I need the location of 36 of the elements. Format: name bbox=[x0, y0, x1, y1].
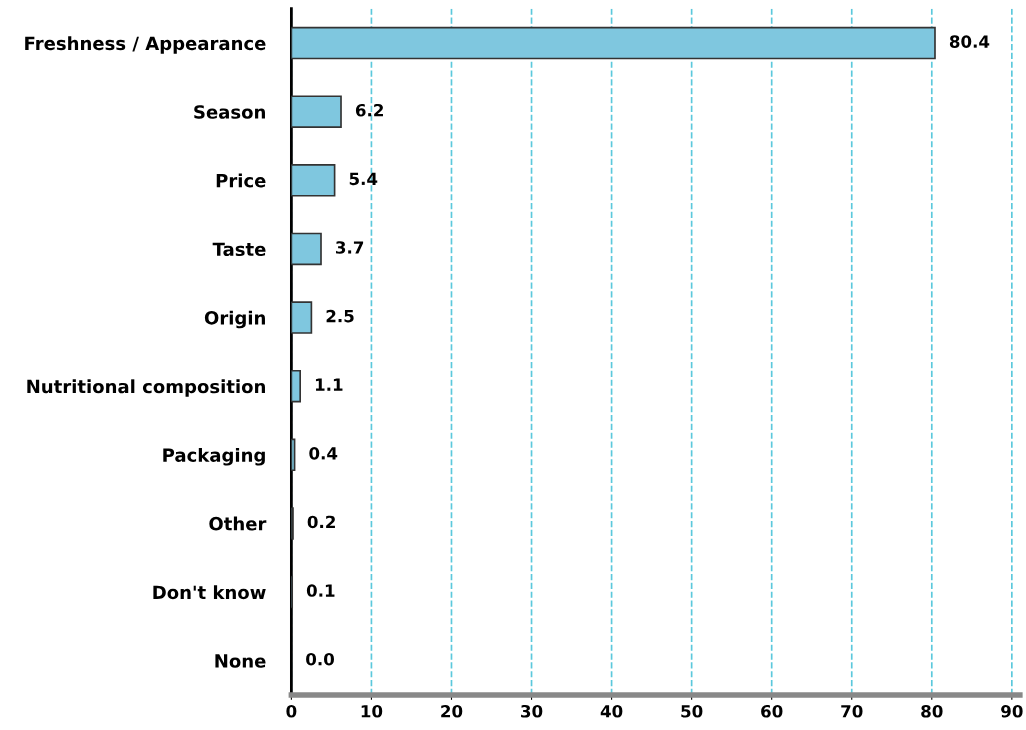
y-tick-label: Other bbox=[209, 516, 267, 531]
x-tick-label: 20 bbox=[441, 704, 463, 718]
x-tick-label: 40 bbox=[600, 704, 623, 718]
data-label: 0.4 bbox=[309, 447, 338, 460]
data-label: 0.2 bbox=[307, 515, 335, 529]
bar bbox=[291, 164, 336, 197]
y-tick-label: Freshness / Appearance bbox=[25, 36, 266, 54]
y-tick-label: Season bbox=[194, 105, 265, 119]
bar bbox=[291, 301, 313, 334]
x-tick-label: 0 bbox=[286, 704, 297, 718]
y-tick-label: Taste bbox=[212, 242, 266, 257]
y-tick-label: Nutritional composition bbox=[27, 379, 265, 397]
x-tick-label: 30 bbox=[521, 704, 543, 718]
y-tick-label: Origin bbox=[204, 310, 265, 329]
y-tick-label: None bbox=[215, 654, 266, 668]
bar bbox=[291, 26, 936, 60]
x-tick-label: 80 bbox=[921, 704, 943, 718]
y-tick-label: Packaging bbox=[163, 447, 265, 466]
x-tick-label: 50 bbox=[681, 704, 703, 718]
data-label: 80.4 bbox=[949, 35, 990, 48]
bar bbox=[291, 232, 322, 266]
data-label: 3.7 bbox=[336, 241, 364, 254]
data-label: 6.2 bbox=[355, 103, 383, 117]
y-tick-label: Price bbox=[216, 173, 266, 188]
x-tick-label: 10 bbox=[361, 704, 383, 718]
x-tick-label: 70 bbox=[841, 704, 863, 718]
data-label: 5.4 bbox=[349, 172, 378, 186]
bar bbox=[291, 369, 302, 403]
y-tick-label: Don't know bbox=[153, 585, 266, 600]
data-label: 0.1 bbox=[306, 584, 335, 597]
data-label: 2.5 bbox=[326, 309, 354, 323]
x-tick-label: 90 bbox=[1001, 704, 1023, 718]
data-label: 0.0 bbox=[306, 652, 334, 666]
x-tick-label: 60 bbox=[761, 704, 783, 718]
data-label: 1.1 bbox=[315, 378, 343, 391]
bar bbox=[291, 95, 342, 128]
